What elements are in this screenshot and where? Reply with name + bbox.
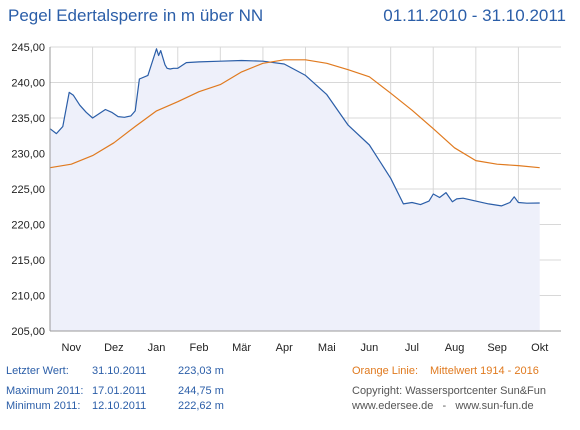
x-tick-label: Mär [232, 342, 251, 354]
x-tick-label: Jun [361, 342, 379, 354]
y-tick-label: 205,00 [11, 326, 45, 338]
y-tick-label: 245,00 [11, 42, 45, 54]
level-area-fill [50, 48, 540, 332]
last-value: 223,03 m [178, 365, 224, 377]
last-value-label: Letzter Wert: [6, 365, 69, 377]
chart-title: Pegel Edertalsperre in m über NN [8, 6, 264, 25]
x-tick-label: Jul [405, 342, 419, 354]
x-tick-label: Aug [445, 342, 465, 354]
series-lines [49, 48, 540, 207]
x-tick-label: Jan [148, 342, 166, 354]
orange-line-description: Mittelwert 1914 - 2016 [430, 365, 539, 377]
date-range: 01.11.2010 - 31.10.2011 [383, 6, 566, 25]
min-value: 222,62 m [178, 400, 224, 412]
y-tick-label: 225,00 [11, 184, 45, 196]
y-axis-labels: 245,00 240,00 235,00 230,00 225,00 220,00 215,… [11, 42, 45, 338]
x-tick-label: Feb [190, 342, 209, 354]
y-tick-label: 230,00 [11, 149, 45, 161]
websites: www.edersee.de - www.sun-fun.de [352, 400, 534, 412]
min-date: 12.10.2011 [92, 400, 147, 412]
copyright: Copyright: Wassersportcenter Sun&Fun [352, 385, 547, 397]
x-tick-label: Dez [104, 342, 124, 354]
max-value: 244,75 m [178, 385, 224, 397]
level-area [50, 48, 540, 332]
y-tick-label: 240,00 [11, 78, 45, 90]
y-tick-label: 235,00 [11, 113, 45, 125]
x-axis-labels: Nov Dez Jan Feb Mär Apr Mai Jun Jul Aug Sep Okt [62, 342, 549, 354]
x-tick-label: Nov [62, 342, 82, 354]
min-label: Minimum 2011: [6, 400, 81, 412]
x-tick-label: Sep [487, 342, 507, 354]
max-date: 17.01.2011 [92, 385, 147, 397]
x-tick-label: Mai [318, 342, 336, 354]
y-tick-label: 210,00 [11, 291, 45, 303]
y-tick-label: 220,00 [11, 220, 45, 232]
last-value-date: 31.10.2011 [92, 365, 147, 377]
y-tick-label: 215,00 [11, 255, 45, 267]
mean-line [49, 59, 540, 169]
x-tick-label: Apr [276, 342, 293, 354]
max-label: Maximum 2011: [6, 385, 84, 397]
axes [49, 47, 561, 332]
level-line [49, 48, 540, 207]
orange-line-label: Orange Linie: [352, 365, 419, 377]
x-tick-label: Okt [531, 342, 548, 354]
